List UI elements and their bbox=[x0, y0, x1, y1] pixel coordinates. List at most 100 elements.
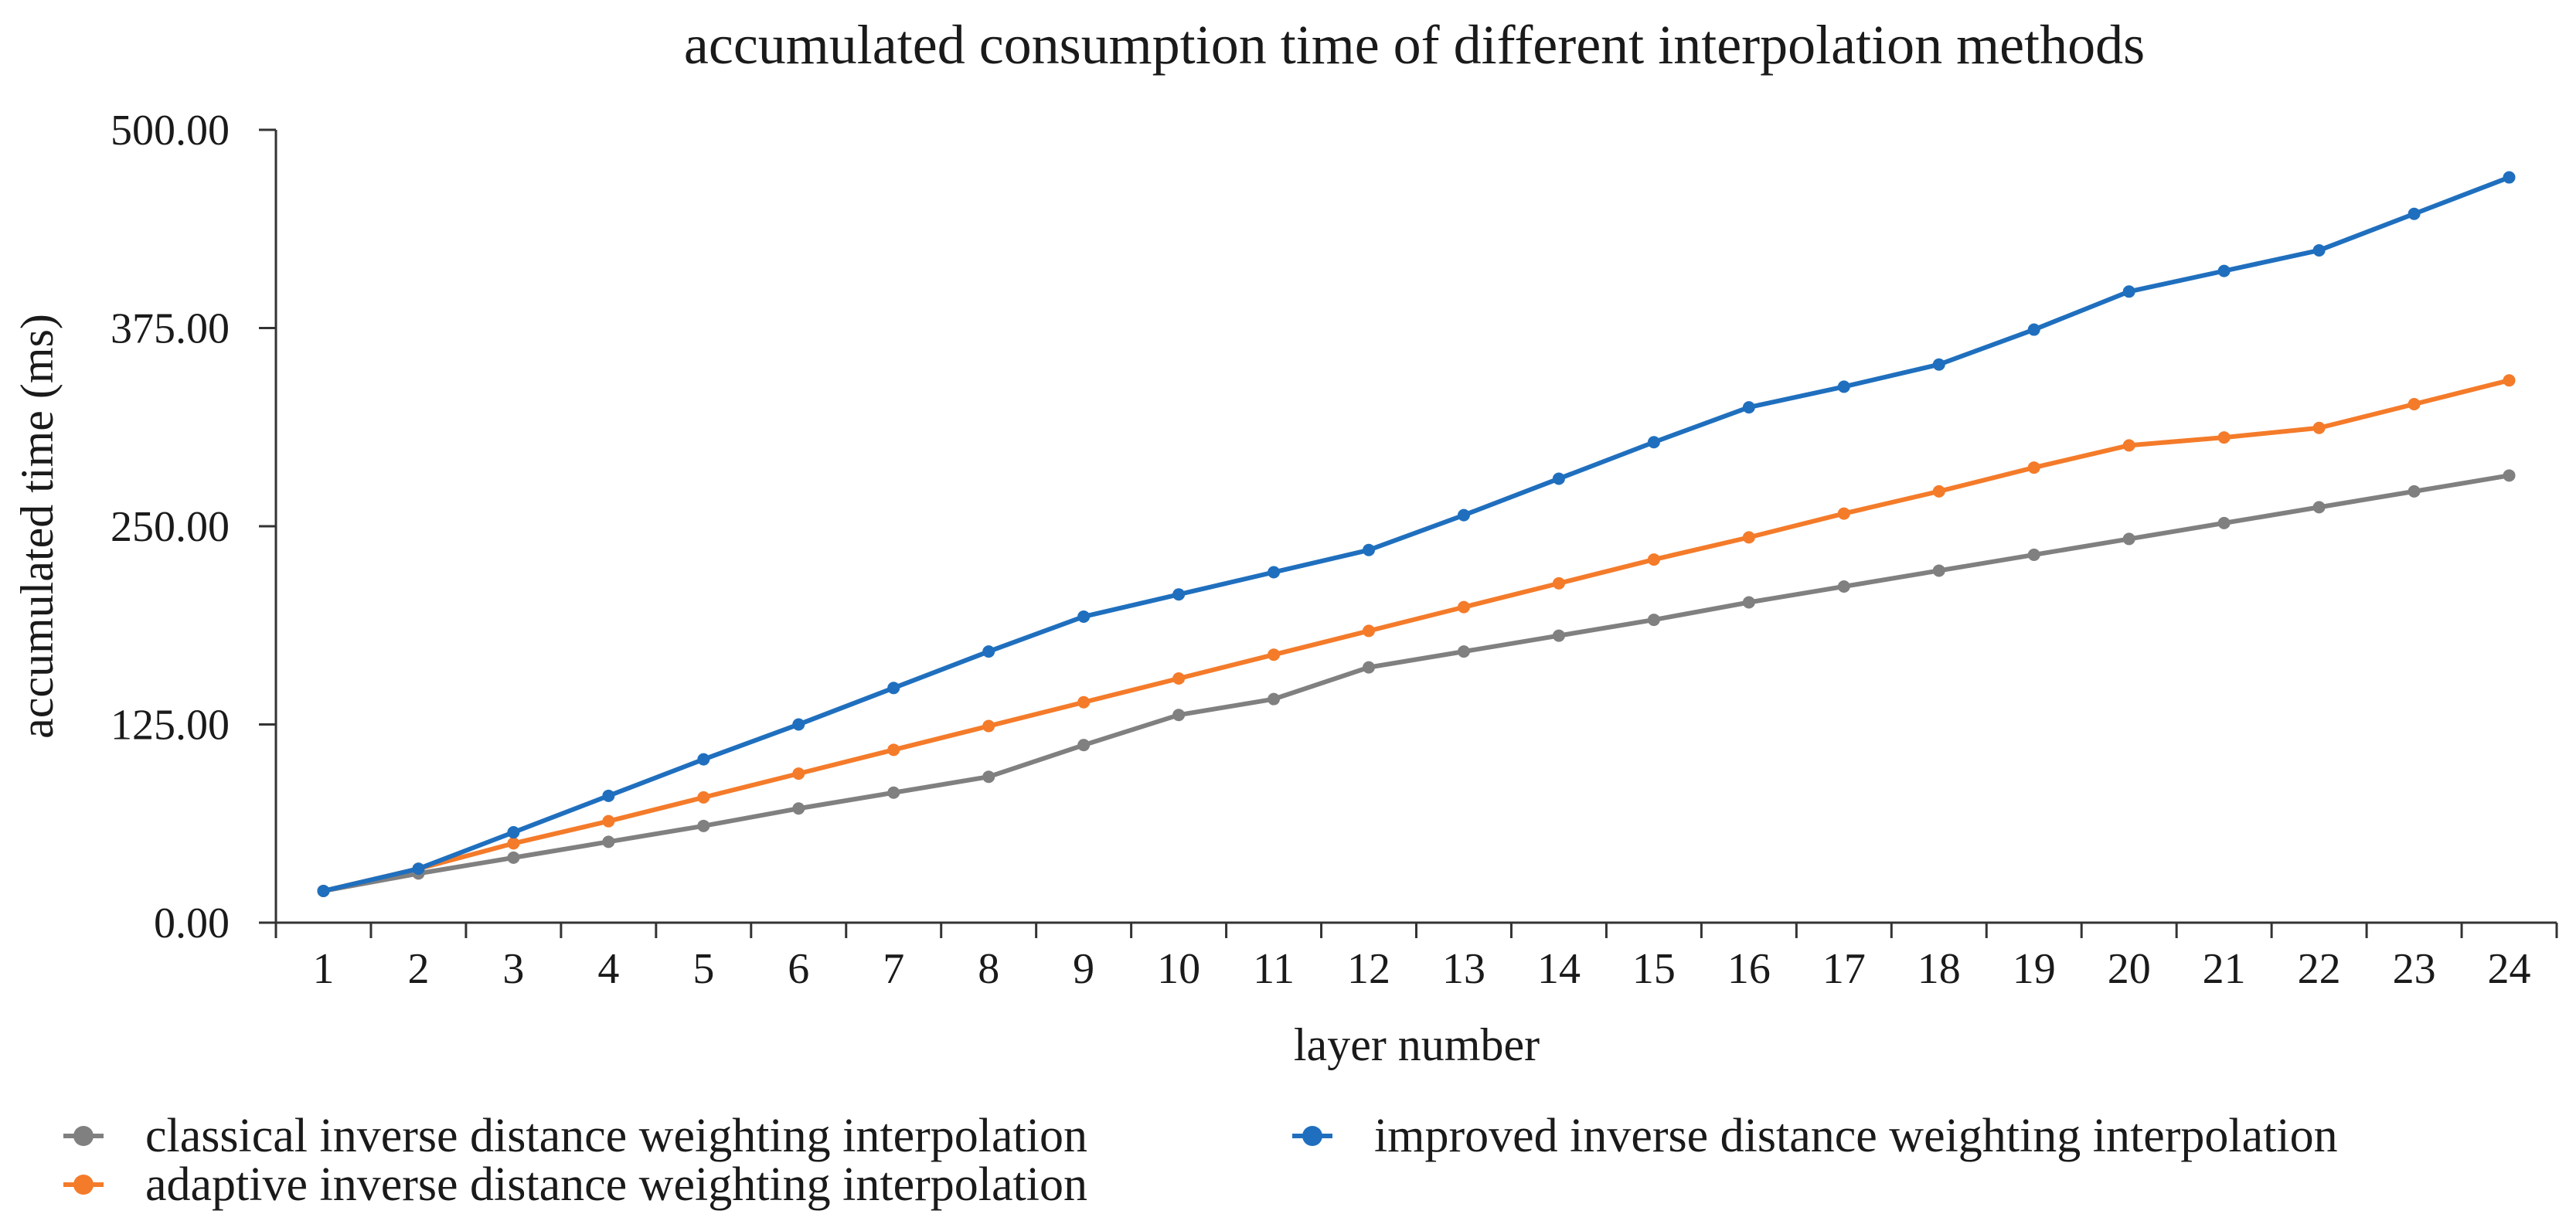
chart-title: accumulated consumption time of differen… bbox=[684, 14, 2145, 76]
x-tick-label: 19 bbox=[2013, 945, 2056, 993]
x-tick-label: 5 bbox=[692, 945, 714, 993]
x-tick-label: 2 bbox=[407, 945, 429, 993]
data-point bbox=[887, 786, 900, 799]
plot-area bbox=[317, 171, 2516, 897]
data-point bbox=[2217, 516, 2231, 529]
data-point bbox=[2408, 397, 2421, 410]
y-tick-label: 500.00 bbox=[111, 107, 230, 155]
data-point bbox=[1172, 588, 1186, 601]
data-point bbox=[1837, 507, 1850, 520]
data-point bbox=[2408, 485, 2421, 498]
legend-marker bbox=[1302, 1126, 1322, 1146]
y-axis: 0.00 125.00 250.00 375.00 500.00 bbox=[111, 107, 277, 947]
x-ticks: 1 2 3 4 5 6 7 8 9 10 11 12 13 14 15 16 17 18 19 20 21 22 23 24 bbox=[274, 923, 2558, 993]
data-point bbox=[2122, 439, 2135, 452]
data-point bbox=[1742, 596, 1755, 609]
x-tick-label: 14 bbox=[1537, 945, 1581, 993]
x-tick-label: 4 bbox=[597, 945, 619, 993]
data-point bbox=[1077, 739, 1091, 752]
series-line bbox=[321, 378, 2512, 893]
x-axis-label: layer number bbox=[1294, 1019, 1540, 1070]
data-point bbox=[2217, 264, 2231, 277]
y-tick-label: 375.00 bbox=[111, 305, 230, 353]
x-tick-label: 8 bbox=[978, 945, 999, 993]
data-point bbox=[1932, 485, 1945, 498]
data-point bbox=[602, 835, 615, 848]
data-point bbox=[507, 826, 520, 839]
data-point bbox=[1172, 672, 1186, 685]
data-point bbox=[792, 718, 805, 731]
x-tick-label: 6 bbox=[788, 945, 809, 993]
legend-item: adaptive inverse distance weighting inte… bbox=[63, 1158, 1087, 1211]
data-point bbox=[792, 802, 805, 815]
data-point bbox=[792, 767, 805, 780]
data-point bbox=[1552, 472, 1565, 485]
data-point bbox=[1647, 553, 1660, 566]
x-tick-label: 20 bbox=[2108, 945, 2151, 993]
legend: classical inverse distance weighting int… bbox=[63, 1110, 2338, 1211]
data-point bbox=[697, 753, 710, 766]
data-point bbox=[982, 770, 995, 784]
series-3 bbox=[317, 171, 2516, 897]
data-point bbox=[1552, 576, 1565, 590]
data-point bbox=[2503, 374, 2516, 387]
data-point bbox=[1077, 695, 1091, 709]
data-point bbox=[317, 884, 330, 897]
x-tick-label: 22 bbox=[2298, 945, 2341, 993]
legend-label: adaptive inverse distance weighting inte… bbox=[145, 1158, 1087, 1211]
x-tick-label: 18 bbox=[1918, 945, 1961, 993]
data-point bbox=[1932, 564, 1945, 577]
data-point bbox=[1268, 692, 1281, 706]
data-point bbox=[1742, 401, 1755, 414]
data-point bbox=[2503, 171, 2516, 184]
x-tick-label: 10 bbox=[1157, 945, 1200, 993]
data-point bbox=[1742, 531, 1755, 544]
data-point bbox=[887, 682, 900, 695]
x-tick-label: 12 bbox=[1347, 945, 1390, 993]
legend-label: classical inverse distance weighting int… bbox=[145, 1110, 1087, 1162]
x-axis: 1 2 3 4 5 6 7 8 9 10 11 12 13 14 15 16 17 18 19 20 21 22 23 24 bbox=[274, 921, 2558, 993]
y-axis-label: accumulated time (ms) bbox=[12, 314, 63, 739]
x-tick-label: 11 bbox=[1253, 945, 1295, 993]
y-tick-label: 125.00 bbox=[111, 702, 230, 750]
x-tick-label: 17 bbox=[1822, 945, 1866, 993]
series-line bbox=[321, 473, 2512, 893]
series-2 bbox=[317, 374, 2516, 897]
data-point bbox=[697, 791, 710, 804]
legend-marker bbox=[73, 1126, 94, 1146]
x-tick-label: 13 bbox=[1442, 945, 1485, 993]
data-point bbox=[602, 789, 615, 802]
x-tick-label: 23 bbox=[2393, 945, 2436, 993]
data-point bbox=[2027, 548, 2040, 561]
x-tick-label: 1 bbox=[312, 945, 334, 993]
y-tick-label: 250.00 bbox=[111, 503, 230, 551]
data-point bbox=[602, 814, 615, 828]
data-point bbox=[2027, 323, 2040, 336]
legend-label: improved inverse distance weighting inte… bbox=[1374, 1110, 2338, 1162]
data-point bbox=[1077, 610, 1091, 623]
x-tick-label: 15 bbox=[1632, 945, 1676, 993]
data-point bbox=[1457, 600, 1470, 614]
y-tick-labels: 0.00 125.00 250.00 375.00 500.00 bbox=[111, 107, 276, 947]
data-point bbox=[1363, 543, 1376, 556]
data-point bbox=[2312, 421, 2326, 434]
data-point bbox=[1647, 436, 1660, 449]
x-tick-label: 9 bbox=[1073, 945, 1094, 993]
data-point bbox=[2312, 501, 2326, 514]
legend-item: classical inverse distance weighting int… bbox=[63, 1110, 1087, 1162]
data-point bbox=[412, 862, 425, 876]
data-point bbox=[1932, 358, 1945, 371]
data-point bbox=[1837, 580, 1850, 593]
data-point bbox=[2122, 532, 2135, 546]
data-point bbox=[2027, 461, 2040, 474]
data-point bbox=[1457, 508, 1470, 522]
data-point bbox=[1552, 629, 1565, 642]
x-tick-label: 24 bbox=[2488, 945, 2531, 993]
data-point bbox=[697, 819, 710, 832]
data-point bbox=[1172, 709, 1186, 722]
data-point bbox=[2408, 207, 2421, 220]
legend-item: improved inverse distance weighting inte… bbox=[1292, 1110, 2338, 1162]
data-point bbox=[1837, 380, 1850, 393]
x-tick-label: 7 bbox=[883, 945, 904, 993]
